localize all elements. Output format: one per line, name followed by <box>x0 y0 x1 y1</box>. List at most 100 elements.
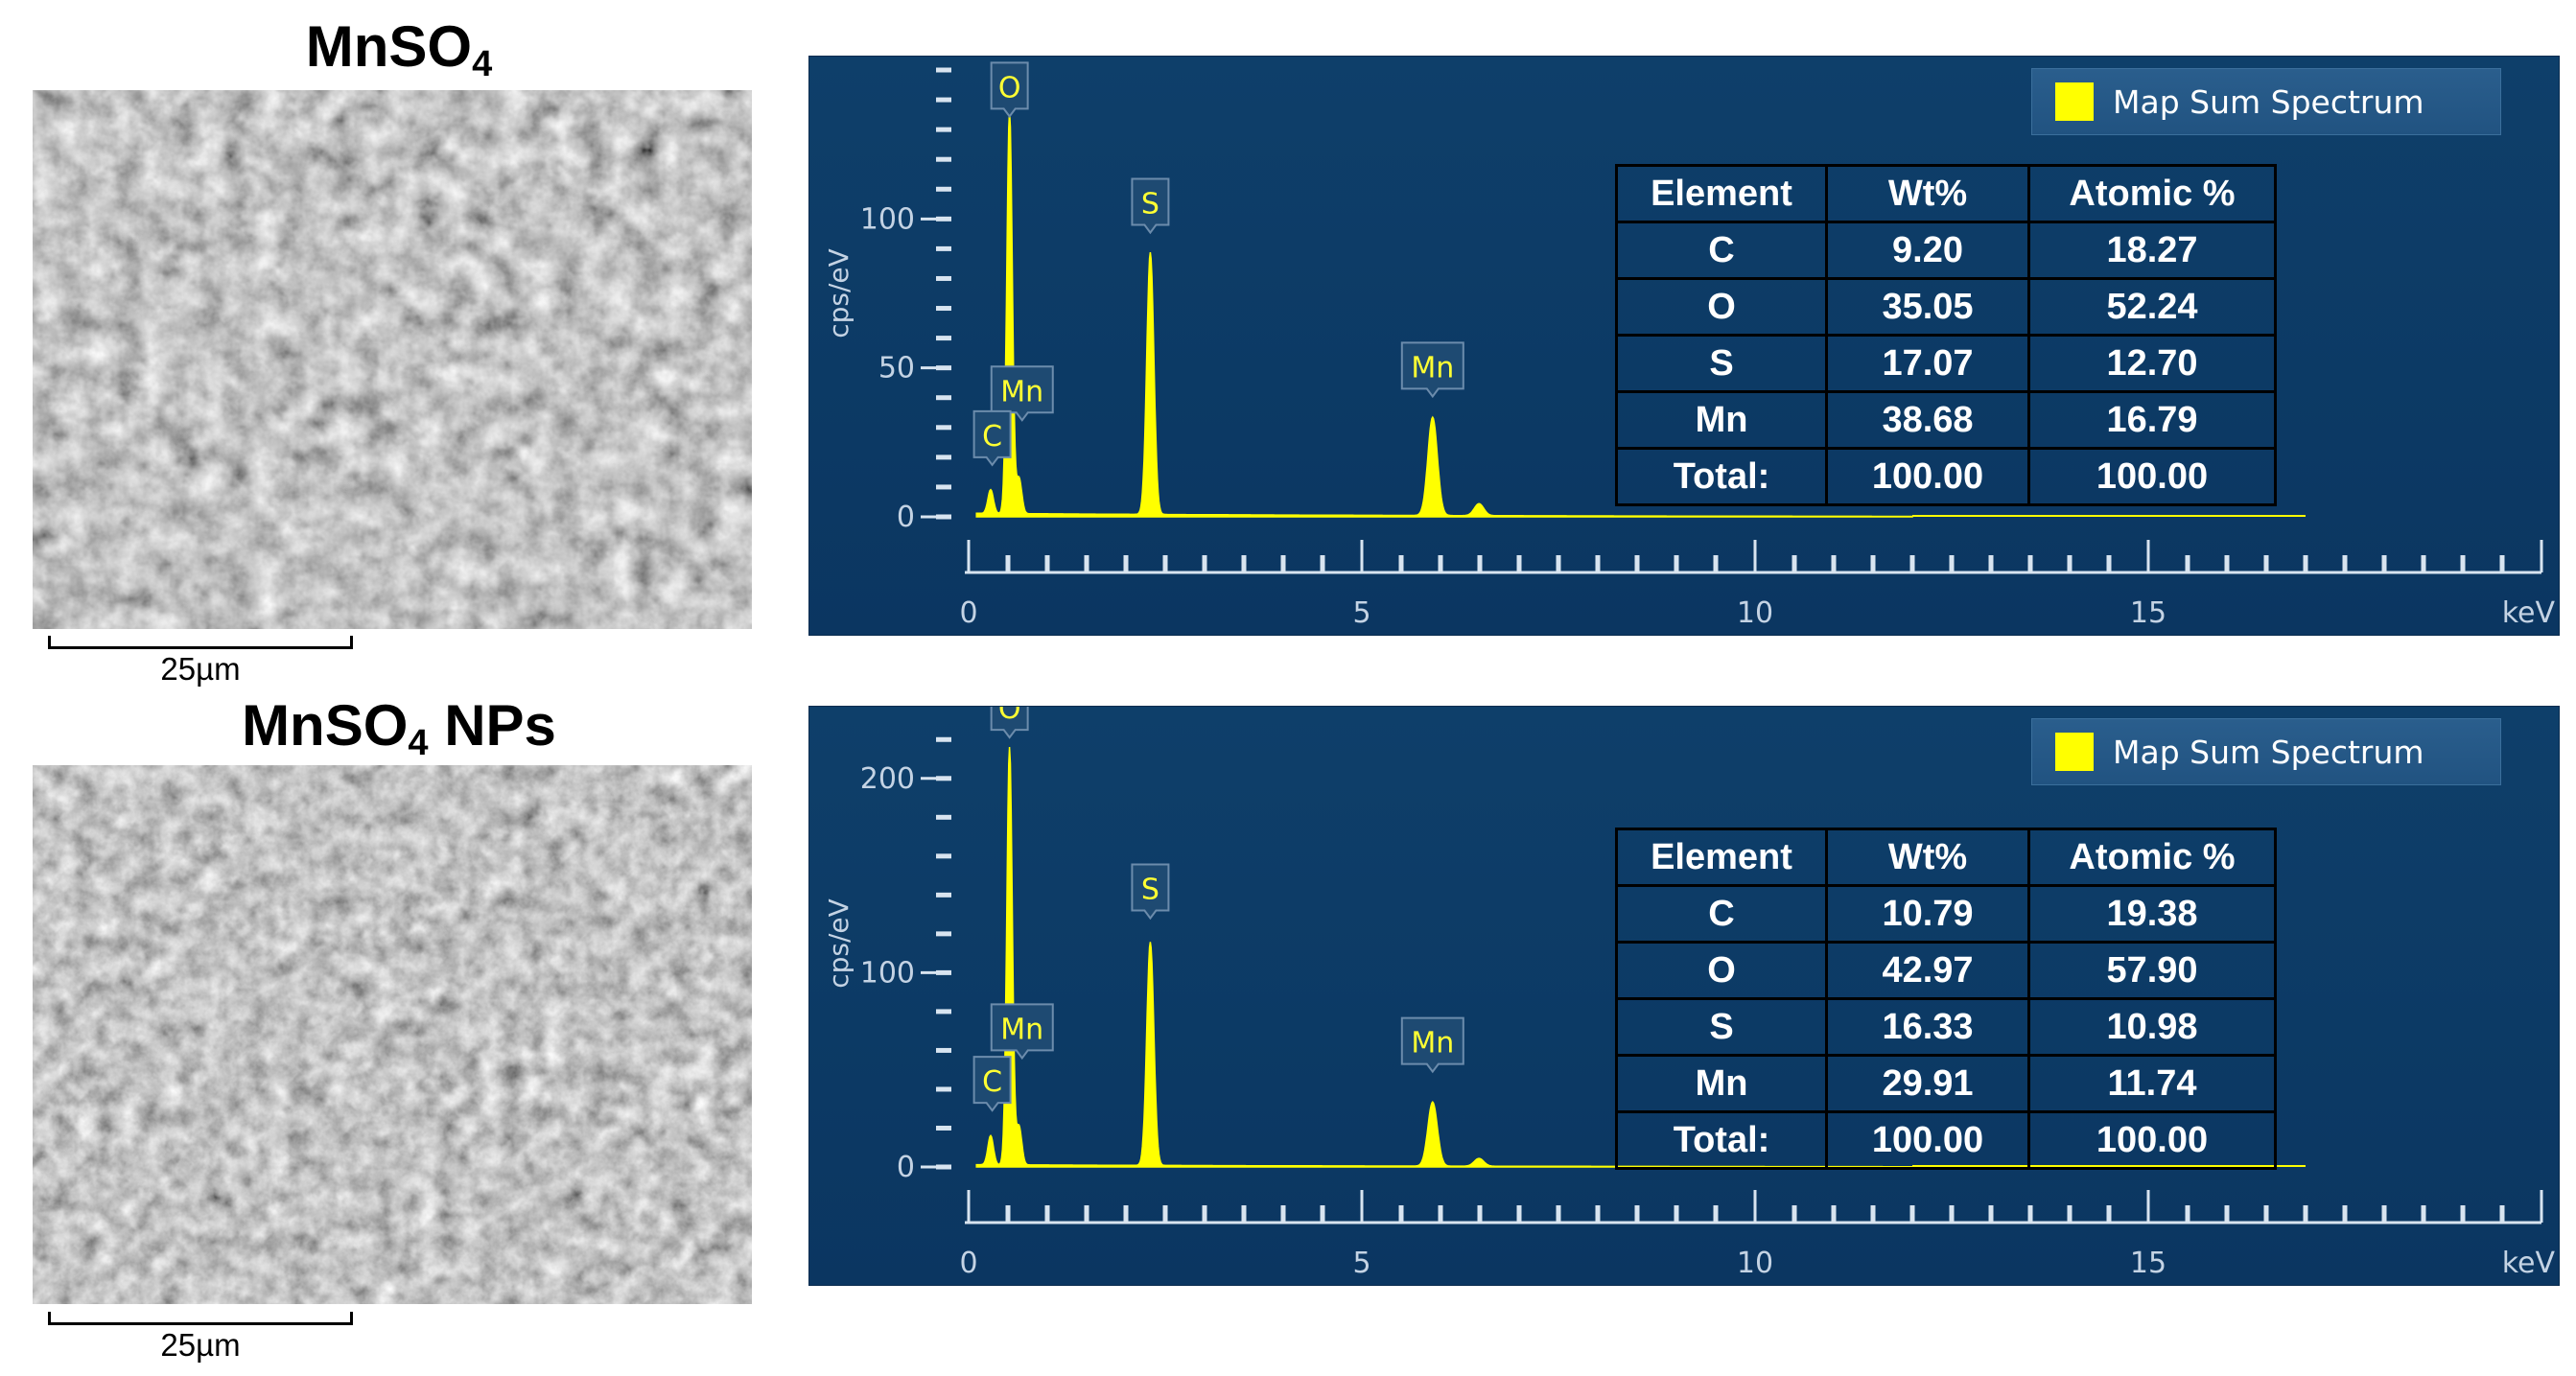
legend-2: Map Sum Spectrum <box>2031 718 2501 785</box>
peak-label: O <box>990 61 1029 119</box>
y-tick-label: 100 <box>860 202 915 236</box>
table-row: Total: 100.00 100.00 <box>1615 1110 2277 1170</box>
title-subscript: 4 <box>472 44 493 84</box>
table-row: Mn 29.91 11.74 <box>1615 1054 2277 1113</box>
title-subscript: 4 <box>408 723 429 763</box>
scale-bar-label: 25µm <box>160 651 241 687</box>
table-cell: S <box>1615 334 1828 393</box>
svg-text:Mn: Mn <box>1000 375 1043 408</box>
legend-1: Map Sum Spectrum <box>2031 68 2501 135</box>
table-cell: S <box>1615 997 1828 1057</box>
table-cell: 100.00 <box>2027 1110 2277 1170</box>
y-tick-label: 50 <box>878 352 915 385</box>
table-row: S 17.07 12.70 <box>1615 334 2277 393</box>
table-cell: O <box>1615 941 1828 1000</box>
peak-label: O <box>990 707 1029 739</box>
table-cell: 19.38 <box>2027 884 2277 944</box>
eds-panel-1: 0 50 100 cps/eV 0 5 10 15 keV O S Mn Mn C Map Sum Spe… <box>808 56 2560 636</box>
table-cell: C <box>1615 221 1828 280</box>
spectrum-area <box>975 111 1913 518</box>
table-cell: 100.00 <box>1825 1110 2030 1170</box>
svg-text:S: S <box>1141 874 1159 907</box>
legend-label: Map Sum Spectrum <box>2113 733 2424 771</box>
table-header-cell: Element <box>1615 828 1828 887</box>
x-tick-label: 0 <box>959 1247 977 1280</box>
table-row: S 16.33 10.98 <box>1615 997 2277 1057</box>
x-tick-label: 15 <box>2130 1247 2166 1280</box>
peak-label: C <box>972 1056 1012 1112</box>
table-cell: Mn <box>1615 1054 1828 1113</box>
y-axis-label: cps/eV <box>823 248 855 338</box>
table-cell: 52.24 <box>2027 277 2277 337</box>
eds-panel-2: 0 100 200 cps/eV 0 5 10 15 keV O S Mn Mn C Map Sum Sp… <box>808 706 2560 1286</box>
x-tick-label: 5 <box>1352 596 1370 630</box>
table-cell: 57.90 <box>2027 941 2277 1000</box>
x-axis-label: keV <box>2502 1247 2556 1280</box>
y-axis-label: cps/eV <box>823 898 855 989</box>
table-row: C 10.79 19.38 <box>1615 884 2277 944</box>
title-formula: MnSO <box>242 693 409 758</box>
table-cell: Mn <box>1615 390 1828 450</box>
table-cell: 17.07 <box>1825 334 2030 393</box>
peak-label: Mn <box>990 365 1054 422</box>
scale-bar-line <box>48 1312 353 1325</box>
scale-bar-line <box>48 636 353 649</box>
y-tick-label: 0 <box>897 1151 915 1184</box>
table-cell: C <box>1615 884 1828 944</box>
scale-bar-label: 25µm <box>160 1327 241 1363</box>
table-row: Total: 100.00 100.00 <box>1615 447 2277 506</box>
svg-text:C: C <box>982 420 1002 454</box>
y-tick-label: 100 <box>860 956 915 990</box>
table-header-row: Element Wt% Atomic % <box>1615 828 2277 887</box>
table-row: O 42.97 57.90 <box>1615 941 2277 1000</box>
x-tick-label: 0 <box>959 596 977 630</box>
table-cell: 18.27 <box>2027 221 2277 280</box>
peak-label: Mn <box>1400 1016 1464 1074</box>
svg-text:Mn: Mn <box>1411 1027 1454 1061</box>
table-cell: 12.70 <box>2027 334 2277 393</box>
table-cell: 35.05 <box>1825 277 2030 337</box>
peak-label: S <box>1131 177 1170 235</box>
svg-text:C: C <box>982 1065 1002 1099</box>
sem-image-2 <box>33 765 752 1304</box>
svg-text:O: O <box>998 71 1021 105</box>
table-cell: Total: <box>1615 1110 1828 1170</box>
table-cell: 11.74 <box>2027 1054 2277 1113</box>
x-tick-label: 10 <box>1737 596 1773 630</box>
sem-micrograph-1 <box>33 90 752 629</box>
svg-text:Mn: Mn <box>1411 351 1454 385</box>
table-cell: 16.33 <box>1825 997 2030 1057</box>
peak-label: S <box>1131 863 1170 921</box>
legend-swatch <box>2055 82 2094 121</box>
table-cell: 100.00 <box>2027 447 2277 506</box>
table-cell: Total: <box>1615 447 1828 506</box>
table-row: O 35.05 52.24 <box>1615 277 2277 337</box>
table-header-cell: Atomic % <box>2027 828 2277 887</box>
peak-label: C <box>972 409 1012 467</box>
peak-label: Mn <box>1400 341 1464 399</box>
composition-table-2: Element Wt% Atomic % C 10.79 19.38 O 42.97 57.90… <box>1615 828 2277 1170</box>
table-cell: 16.79 <box>2027 390 2277 450</box>
table-cell: 9.20 <box>1825 221 2030 280</box>
table-cell: 10.98 <box>2027 997 2277 1057</box>
table-cell: O <box>1615 277 1828 337</box>
table-header-cell: Wt% <box>1825 164 2030 223</box>
table-cell: 42.97 <box>1825 941 2030 1000</box>
table-header-cell: Element <box>1615 164 1828 223</box>
svg-text:S: S <box>1141 188 1159 222</box>
sample-title-1: MnSO4 <box>0 13 798 85</box>
sem-micrograph-2 <box>33 765 752 1304</box>
svg-text:O: O <box>998 707 1021 726</box>
peak-label: Mn <box>990 1003 1054 1061</box>
composition-table-1: Element Wt% Atomic % C 9.20 18.27 O 35.05 52.24 S… <box>1615 164 2277 506</box>
table-cell: 100.00 <box>1825 447 2030 506</box>
sample-title-2: MnSO4 NPs <box>0 692 798 764</box>
table-header-cell: Atomic % <box>2027 164 2277 223</box>
table-row: C 9.20 18.27 <box>1615 221 2277 280</box>
x-tick-label: 5 <box>1352 1247 1370 1280</box>
x-tick-label: 10 <box>1737 1247 1773 1280</box>
y-tick-label: 0 <box>897 501 915 534</box>
table-cell: 29.91 <box>1825 1054 2030 1113</box>
